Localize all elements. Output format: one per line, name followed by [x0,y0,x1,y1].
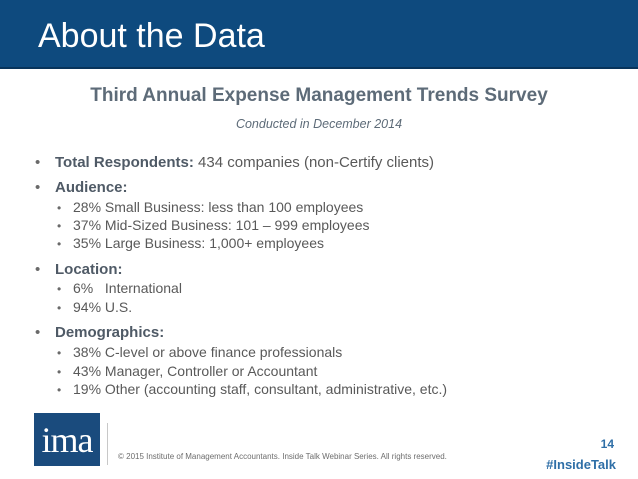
demographics-heading: Demographics: [55,324,165,341]
page-number: 14 [600,437,614,451]
page-title: About the Data [38,17,265,55]
list-item: • 6% International [57,280,182,296]
respondents-heading: Total Respondents: [55,154,194,171]
audience-item: • Audience: [35,180,128,195]
respondents-item: • Total Respondents: 434 companies (non-C… [35,155,434,170]
title-bar: About the Data [0,0,638,69]
location-item: • Location: [35,262,123,277]
footer-divider [107,423,108,465]
list-item: • 28% Small Business: less than 100 emplo… [57,199,364,215]
list-item: • 38% C-level or above finance profession… [57,344,343,360]
bullet-icon: • [57,365,62,379]
bullet-icon: • [57,219,62,233]
bullet-icon: • [57,201,62,215]
bullet-icon: • [35,261,41,278]
bullet-icon: • [57,383,62,397]
demographics-item: • Demographics: [35,325,164,340]
copyright-text: © 2015 Institute of Management Accountan… [118,452,447,461]
survey-title: Third Annual Expense Management Trends S… [90,85,548,106]
audience-heading: Audience: [55,179,128,196]
list-item: • 35% Large Business: 1,000+ employees [57,235,324,251]
bullet-icon: • [57,301,62,315]
survey-date: Conducted in December 2014 [235,117,403,131]
location-heading: Location: [55,261,123,278]
bullet-icon: • [57,346,62,360]
bullet-icon: • [57,237,62,251]
bullet-icon: • [35,179,41,196]
bullet-icon: • [35,154,41,171]
list-item: • 37% Mid-Sized Business: 101 – 999 emplo… [57,217,370,233]
ima-logo: ima [34,413,100,466]
hashtag: #InsideTalk [546,457,616,472]
list-item: • 94% U.S. [57,299,133,315]
bullet-icon: • [35,324,41,341]
bullet-icon: • [57,282,62,296]
logo-text: ima [41,419,94,460]
list-item: • 43% Manager, Controller or Accountant [57,363,318,379]
list-item: • 19% Other (accounting staff, consultant… [57,381,448,397]
respondents-text: 434 companies (non-Certify clients) [193,154,434,171]
